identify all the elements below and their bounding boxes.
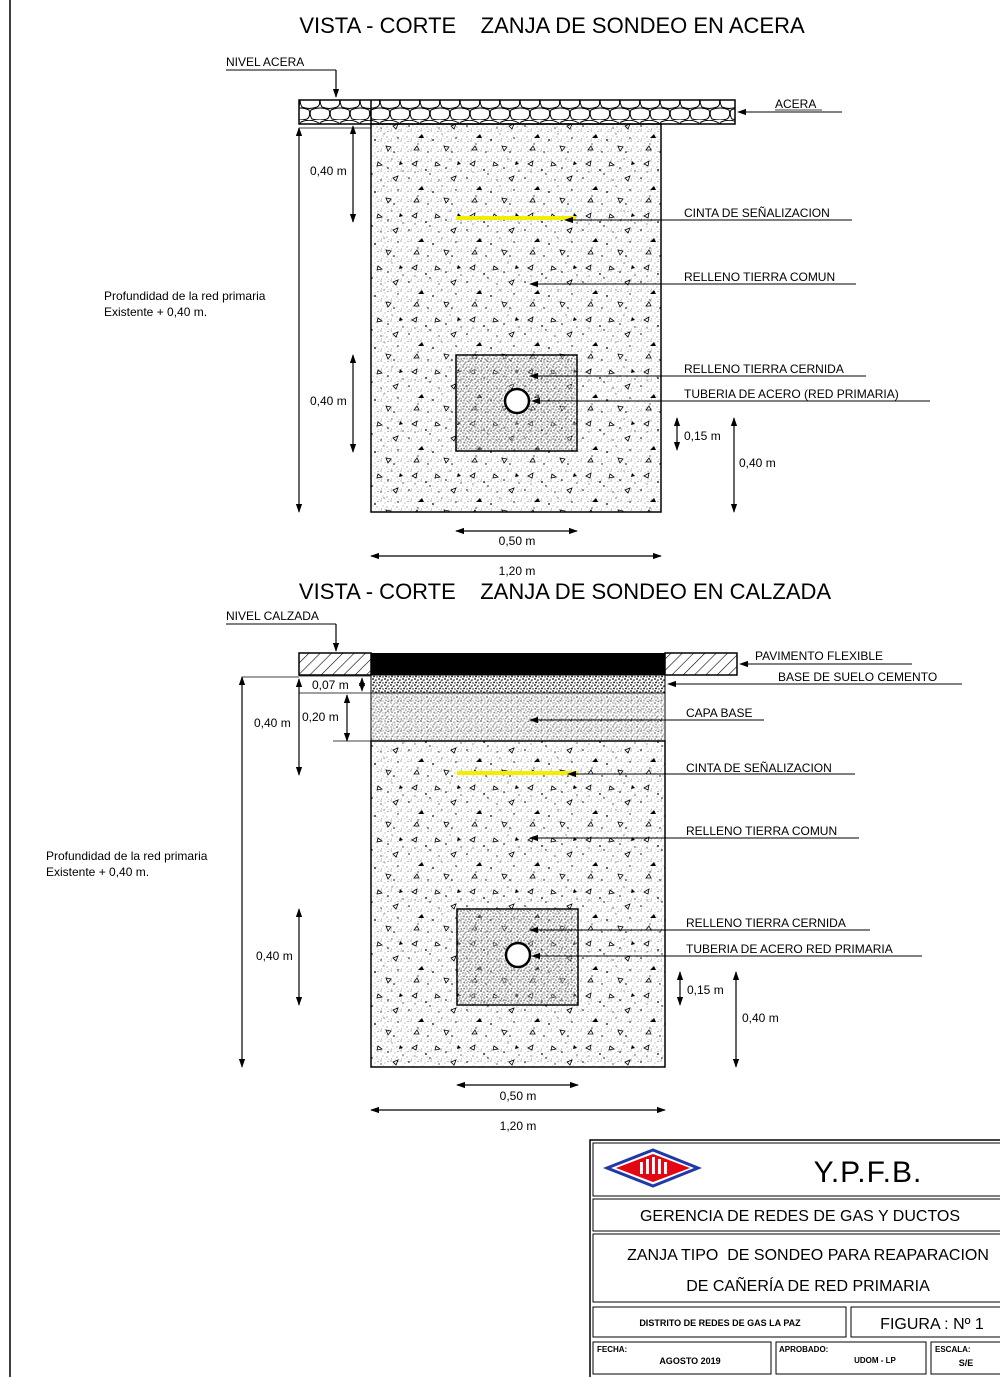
svg-text:Existente + 0,40 m.: Existente + 0,40 m.	[46, 865, 149, 879]
scale-label: ESCALA:	[935, 1345, 971, 1354]
svg-text:CAPA BASE: CAPA BASE	[686, 706, 752, 720]
date-label: FECHA:	[597, 1345, 627, 1354]
svg-text:TUBERIA DE ACERO (RED PRIMARIA: TUBERIA DE ACERO (RED PRIMARIA)	[684, 387, 899, 401]
date-value: AGOSTO 2019	[659, 1356, 720, 1366]
section-title: VISTA - CORTE ZANJA DE SONDEO EN ACERA	[299, 13, 805, 38]
section-acera: VISTA - CORTE ZANJA DE SONDEO EN ACERA N…	[104, 13, 930, 578]
svg-text:Profundidad de la red primaria: Profundidad de la red primaria	[104, 289, 266, 303]
dim-full-depth	[295, 127, 371, 513]
svg-text:0,40 m: 0,40 m	[256, 949, 293, 963]
department-name: GERENCIA DE REDES DE GAS Y DUCTOS	[640, 1208, 960, 1225]
callout-common-fill: RELLENO TIERRA COMUN	[529, 824, 859, 842]
dim-trench-width: 1,20 m	[370, 1106, 666, 1133]
drawing-title-line2: DE CAÑERÍA DE RED PRIMARIA	[686, 1275, 930, 1295]
svg-text:ACERA: ACERA	[775, 97, 816, 111]
dim-sifted-width: 0,50 m	[456, 1081, 579, 1103]
section-title: VISTA - CORTE ZANJA DE SONDEO EN CALZADA	[299, 579, 832, 604]
callout-acera: ACERA	[737, 97, 842, 116]
callout-base-layer: CAPA BASE	[529, 706, 764, 724]
callout-pavement: PAVIMENTO FLEXIBLE	[739, 649, 912, 668]
svg-text:0,20 m: 0,20 m	[302, 710, 339, 724]
approved-label: APROBADO:	[779, 1345, 828, 1354]
district-name: DISTRITO DE REDES DE GAS LA PAZ	[639, 1318, 801, 1328]
svg-text:RELLENO TIERRA CERNIDA: RELLENO TIERRA CERNIDA	[684, 362, 844, 376]
sidewalk-layer	[298, 99, 736, 125]
svg-text:1,20 m: 1,20 m	[500, 1119, 537, 1133]
dim-bottom-zone: 0,40 m	[730, 417, 776, 513]
svg-text:CINTA DE SEÑALIZACION: CINTA DE SEÑALIZACION	[686, 761, 832, 775]
dim-upper-depth: 0,40 m	[310, 125, 357, 223]
ypfb-logo-icon	[602, 1148, 703, 1188]
svg-text:1,20 m: 1,20 m	[499, 564, 536, 578]
dim-base-thickness: 0,20 m	[302, 694, 371, 742]
road-edge-left	[298, 652, 372, 676]
title-block: Y.P.F.B. GERENCIA DE REDES DE GAS Y DUCT…	[589, 1139, 1000, 1377]
dim-bottom-zone: 0,40 m	[732, 971, 779, 1068]
svg-text:PAVIMENTO FLEXIBLE: PAVIMENTO FLEXIBLE	[755, 649, 883, 663]
svg-text:Existente + 0,40 m.: Existente + 0,40 m.	[104, 305, 207, 319]
svg-text:0,15 m: 0,15 m	[687, 983, 724, 997]
steel-pipe	[504, 941, 532, 969]
svg-text:0,40 m: 0,40 m	[310, 164, 347, 178]
callout-tape: CINTA DE SEÑALIZACION	[564, 206, 852, 224]
dim-trench-width: 1,20 m	[370, 552, 662, 578]
svg-text:0,50 m: 0,50 m	[500, 1089, 537, 1103]
company-name: Y.P.F.B.	[814, 1156, 923, 1189]
svg-text:0,15 m: 0,15 m	[684, 429, 721, 443]
trench-common-fill-fine	[372, 125, 660, 511]
soil-cement-base	[370, 674, 666, 694]
scale-value: S/E	[959, 1358, 974, 1368]
svg-text:RELLENO TIERRA COMUN: RELLENO TIERRA COMUN	[686, 824, 837, 838]
callout-common-fill: RELLENO TIERRA COMUN	[529, 270, 856, 288]
approved-value: UDOM - LP	[854, 1356, 896, 1365]
level-label: NIVEL CALZADA	[226, 609, 319, 623]
callout-soil-cement: BASE DE SUELO CEMENTO	[667, 670, 962, 688]
level-label: NIVEL ACERA	[226, 55, 304, 69]
dim-pavement-thickness: 0,07 m	[299, 675, 371, 694]
figure-number: FIGURA : Nº 1	[880, 1316, 984, 1333]
depth-note: Profundidad de la red primaria Existente…	[104, 289, 266, 319]
road-edge-right	[664, 652, 738, 676]
svg-text:0,07 m: 0,07 m	[312, 678, 349, 692]
drawing-title-line1: ZANJA TIPO DE SONDEO PARA REAPARACION	[627, 1247, 989, 1264]
callout-pipe: TUBERIA DE ACERO (RED PRIMARIA)	[531, 387, 930, 405]
svg-text:0,40 m: 0,40 m	[310, 394, 347, 408]
section-calzada: VISTA - CORTE ZANJA DE SONDEO EN CALZADA…	[46, 579, 962, 1133]
callout-pipe: TUBERIA DE ACERO RED PRIMARIA	[531, 942, 922, 960]
svg-text:0,50 m: 0,50 m	[499, 534, 536, 548]
dim-upper-depth: 0,40 m	[254, 678, 303, 776]
dim-pipe-cover: 0,15 m	[676, 971, 724, 1006]
steel-pipe	[503, 387, 531, 415]
svg-text:0,40 m: 0,40 m	[739, 456, 776, 470]
flexible-pavement	[371, 653, 665, 675]
dim-pipe-cover: 0,15 m	[673, 417, 721, 451]
callout-tape: CINTA DE SEÑALIZACION	[567, 761, 855, 778]
svg-text:RELLENO TIERRA COMUN: RELLENO TIERRA COMUN	[684, 270, 835, 284]
depth-note: Profundidad de la red primaria Existente…	[46, 849, 208, 879]
svg-text:CINTA DE SEÑALIZACION: CINTA DE SEÑALIZACION	[684, 206, 830, 220]
callout-sifted-fill: RELLENO TIERRA CERNIDA	[529, 362, 866, 380]
svg-text:BASE DE SUELO CEMENTO: BASE DE SUELO CEMENTO	[778, 670, 937, 684]
svg-text:0,40 m: 0,40 m	[254, 716, 291, 730]
callout-sifted-fill: RELLENO TIERRA CERNIDA	[529, 916, 870, 934]
dim-lower-depth: 0,40 m	[256, 908, 303, 1006]
svg-text:TUBERIA DE ACERO RED PRIMARIA: TUBERIA DE ACERO RED PRIMARIA	[686, 942, 893, 956]
svg-text:RELLENO TIERRA CERNIDA: RELLENO TIERRA CERNIDA	[686, 916, 846, 930]
svg-text:Profundidad de la red primaria: Profundidad de la red primaria	[46, 849, 208, 863]
dim-full-depth	[238, 676, 299, 1068]
dim-lower-depth: 0,40 m	[310, 354, 357, 453]
svg-text:0,40 m: 0,40 m	[742, 1011, 779, 1025]
dim-sifted-width: 0,50 m	[455, 527, 578, 548]
